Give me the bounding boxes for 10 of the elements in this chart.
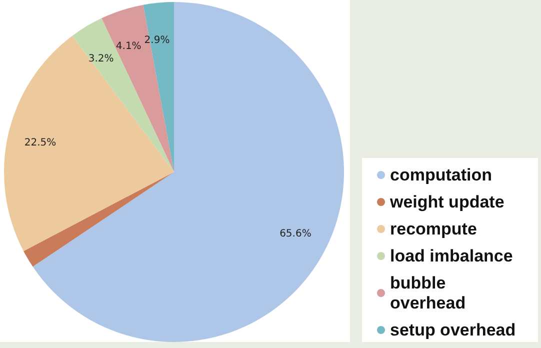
data-label: 3.2% (88, 53, 114, 64)
legend-label: bubble overhead (390, 274, 466, 312)
legend-label: setup overhead (390, 320, 516, 340)
data-label: 22.5% (24, 137, 56, 148)
legend-label: recompute (390, 220, 477, 238)
data-label: 4.1% (116, 40, 142, 52)
legend-label: load imbalance (390, 246, 513, 266)
legend-label: computation (390, 166, 492, 184)
legend-label: weight update (389, 192, 504, 212)
data-label: 65.6% (280, 228, 312, 240)
